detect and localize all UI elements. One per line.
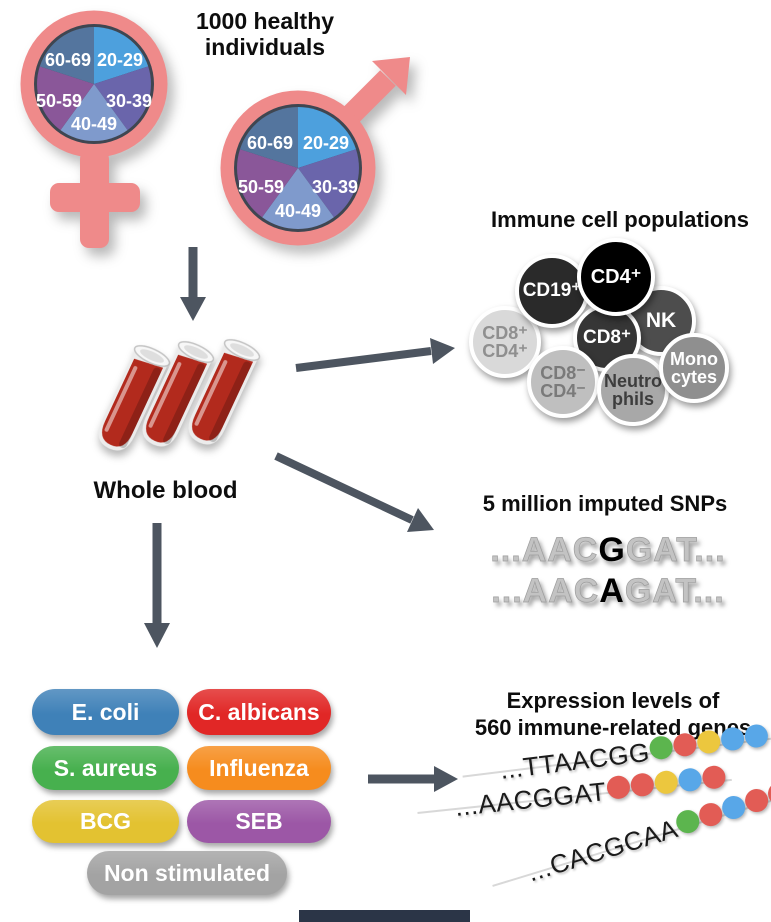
stimulus-pill-seb: SEB [187,800,331,843]
expression-dot [653,769,679,795]
snp-allele: A [599,572,625,610]
expression-dot [648,734,675,761]
stimulus-pill-ecoli: E. coli [32,689,179,735]
expression-dot [720,726,746,752]
expression-dot [742,786,771,815]
pie-label: 40-49 [71,114,117,134]
pie-slice-20-29 [298,107,356,168]
pill-label: C. albicans [198,698,320,725]
snp-seq-post: GAT... [624,572,725,611]
snp-seq-post: GAT... [625,531,726,570]
pie-label: 30-39 [312,177,358,197]
pie-label: 50-59 [36,91,82,111]
blood-tube-icon [98,345,171,451]
pie-slice-50-59 [37,66,94,131]
pie-label: 40-49 [275,201,321,221]
pie-slice-50-59 [237,149,298,218]
pie-slice-60-69 [39,27,94,84]
pill-label: S. aureus [53,754,158,781]
snp-seq-pre: ...AAC [490,531,599,570]
expression-dot [696,800,726,829]
pill-label: E. coli [71,698,140,725]
pie-label: 50-59 [238,177,284,197]
cell-label: CD8⁺ CD4⁺ [482,322,528,361]
cell-label: CD8⁻ CD4⁻ [540,362,586,401]
expression-dot [677,767,703,793]
cell-label: Mono cytes [670,348,718,387]
pie-label: 20-29 [97,50,143,70]
stimulus-pill-saureus: S. aureus [32,746,179,790]
pill-label: BCG [79,808,132,834]
pie-slice-40-49 [262,168,334,229]
pie-slice-30-39 [298,149,359,218]
pie-label: 20-29 [303,133,349,153]
female-symbol-icon [20,10,168,248]
snp-sequence-alt: ...AACAGAT... [458,572,758,611]
pill-label: Influenza [209,754,309,781]
snp-allele: G [598,531,626,569]
pill-label: SEB [235,808,283,834]
cell-circle-monocytes: Mono cytes [659,333,729,403]
expression-dot [701,764,727,790]
female-age-pie: 20-29 30-39 40-49 50-59 60-69 [34,24,154,144]
expression-dot [629,772,655,798]
cell-label: CD4⁺ [590,265,642,288]
cell-label: CD8⁺ [582,327,632,349]
immune-populations-title: Immune cell populations [491,207,749,232]
bottom-bar [299,910,470,922]
pie-label: 60-69 [247,133,293,153]
cell-label: CD19⁺ [522,280,582,302]
cell-circle-cd8neg-cd4neg: CD8⁻ CD4⁻ [527,346,599,418]
blood-tube-icon [142,341,215,447]
pie-slice-30-39 [94,66,151,131]
cell-label: NK [645,309,677,333]
pie-label: 30-39 [106,91,152,111]
study-size-title: 1000 healthy individuals [195,8,335,61]
flow-arrow-blood-to-cells [295,338,455,372]
snps-title: 5 million imputed SNPs [482,491,728,516]
pie-label: 60-69 [45,50,91,70]
whole-blood-label: Whole blood [93,477,238,504]
pill-label: Non stimulated [103,859,271,886]
cell-circle-cd19: CD19⁺ [515,254,589,328]
expression-dot [605,774,631,800]
cell-label: Neutro phils [604,370,662,409]
flow-arrow-stimuli-to-expression [368,766,458,792]
cell-circle-cd4: CD4⁺ [577,238,655,316]
blood-tube-icon [188,339,261,445]
expression-dot [743,723,770,749]
expression-dot [672,731,699,758]
flow-arrow-blood-to-stimuli [144,523,170,648]
expression-dot [696,728,722,755]
expression-dot [719,793,749,822]
pie-slice-20-29 [94,27,149,84]
stimulus-pill-influenza: Influenza [187,746,331,790]
male-symbol-icon [220,57,410,246]
pie-slice-60-69 [240,107,298,168]
stimulus-pill-bcg: BCG [32,800,179,843]
pie-slice-40-49 [60,84,128,141]
cell-circle-neutrophils: Neutro phils [597,354,669,426]
stimulus-pill-calbicans: C. albicans [187,689,331,735]
snp-seq-pre: ...AAC [491,572,600,611]
stimulus-pill-nonstimulated: Non stimulated [87,851,287,895]
snp-sequence-ref: ...AACGGAT... [458,531,758,570]
male-age-pie: 20-29 30-39 40-49 50-59 60-69 [234,104,362,232]
flow-arrow-blood-to-snps [274,452,434,532]
flow-arrow-individuals-to-blood [180,247,206,321]
